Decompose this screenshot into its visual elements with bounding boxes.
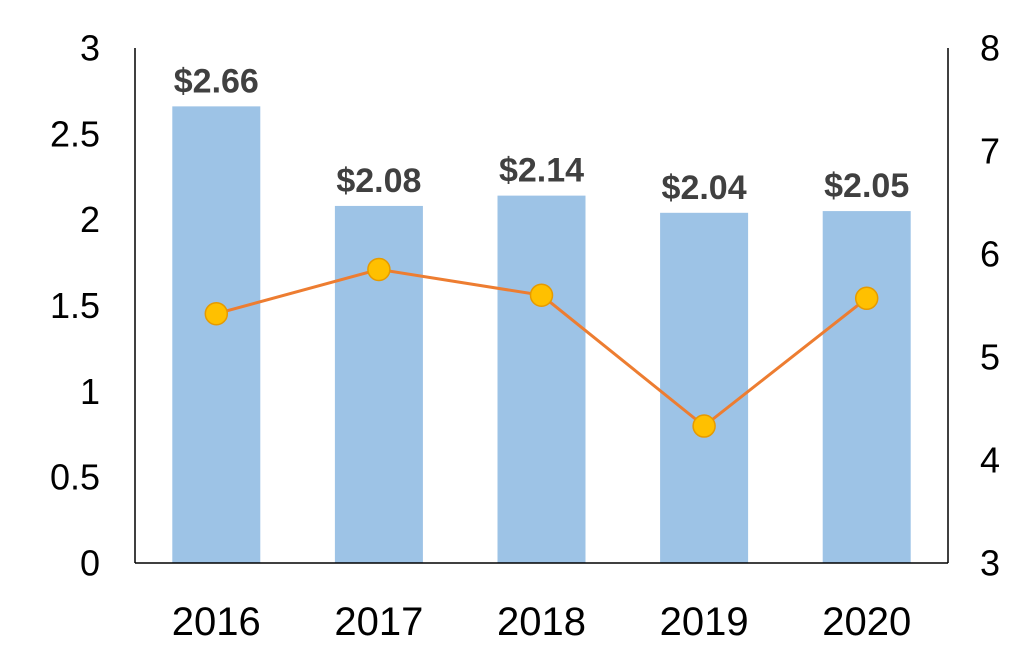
bar bbox=[660, 212, 749, 564]
axes bbox=[134, 48, 949, 564]
bar-data-labels: $2.66 $2.08 $2.14 $2.04 $2.05 bbox=[174, 62, 909, 206]
x-axis-category-label: 2017 bbox=[334, 600, 423, 644]
right-axis-tick-label: 3 bbox=[980, 543, 1000, 584]
line-point bbox=[204, 301, 229, 326]
line-point bbox=[854, 286, 879, 311]
left-axis-tick-label: 3 bbox=[80, 28, 100, 69]
left-axis-tick-label: 1.5 bbox=[50, 285, 100, 326]
right-axis-tick-label: 7 bbox=[980, 131, 1000, 172]
x-axis-category-label: 2020 bbox=[822, 600, 911, 644]
bar-data-label: $2.66 bbox=[174, 62, 259, 100]
right-axis-tick-label: 4 bbox=[980, 440, 1000, 481]
left-axis-tick-label: 0 bbox=[80, 543, 100, 584]
x-axis-category-label: 2018 bbox=[497, 600, 586, 644]
x-axis-category-label: 2016 bbox=[172, 600, 261, 644]
bar bbox=[172, 106, 261, 563]
bar-data-label: $2.08 bbox=[336, 162, 421, 200]
line-series bbox=[204, 257, 879, 438]
bar bbox=[497, 195, 586, 563]
bar-data-label: $2.14 bbox=[499, 152, 584, 190]
left-axis-ticks: 0 0.5 1 1.5 2 2.5 3 bbox=[50, 28, 100, 584]
bar-series bbox=[172, 106, 911, 564]
right-axis-tick-label: 6 bbox=[980, 234, 1000, 275]
right-axis-tick-label: 8 bbox=[980, 28, 1000, 69]
right-axis-ticks: 3 4 5 6 7 8 bbox=[980, 28, 1000, 584]
bar-data-label: $2.05 bbox=[824, 167, 909, 205]
right-axis-tick-label: 5 bbox=[980, 337, 1000, 378]
left-axis-tick-label: 2 bbox=[80, 199, 100, 240]
bar-data-label: $2.04 bbox=[662, 169, 747, 207]
line-point bbox=[529, 283, 554, 307]
left-axis-tick-label: 1 bbox=[80, 371, 100, 412]
x-axis-categories: 2016 2017 2018 2019 2020 bbox=[172, 600, 911, 644]
x-axis-category-label: 2019 bbox=[660, 600, 749, 644]
line-point bbox=[367, 257, 391, 282]
bar bbox=[822, 211, 911, 564]
left-axis-tick-label: 2.5 bbox=[50, 113, 100, 154]
left-axis-tick-label: 0.5 bbox=[50, 457, 100, 498]
line-point bbox=[692, 414, 716, 438]
